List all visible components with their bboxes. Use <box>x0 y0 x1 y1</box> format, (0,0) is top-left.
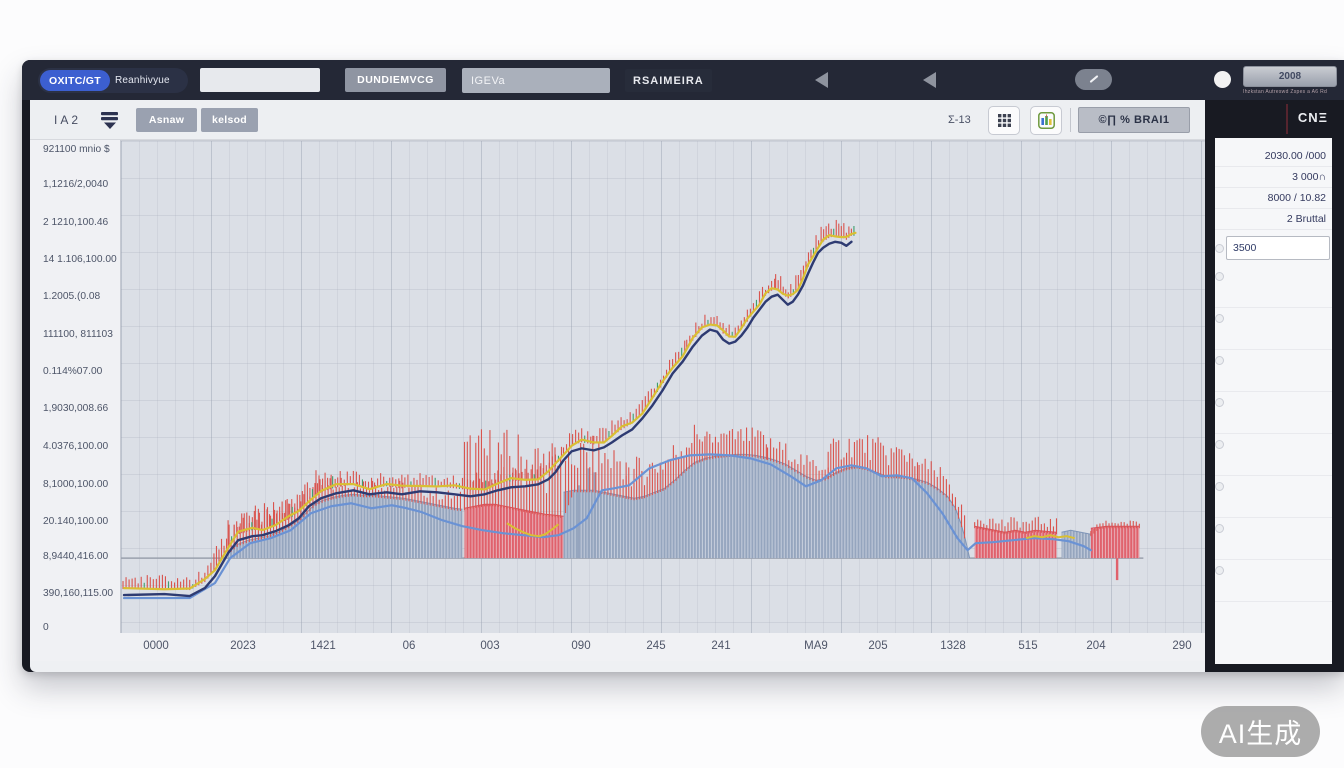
row-bullet-icon <box>1215 440 1224 449</box>
time-axis-label: 003 <box>480 640 500 652</box>
timeframe-button-1[interactable]: Asnaw <box>136 108 197 132</box>
empty-order-row <box>1215 350 1332 392</box>
price-axis-label: 4.0376,100.00 <box>43 441 109 452</box>
time-axis-label: 06 <box>402 640 416 652</box>
row-bullet-icon <box>1215 356 1224 365</box>
row-bullet-icon <box>1215 398 1224 407</box>
empty-order-row <box>1215 518 1332 560</box>
symbol-search-input[interactable] <box>200 68 320 92</box>
row-bullet-icon <box>1215 272 1224 281</box>
quote-value[interactable]: 2008 <box>1243 66 1337 87</box>
time-axis-label: 2023 <box>230 640 256 652</box>
back-arrow-icon[interactable] <box>815 72 828 88</box>
ai-generated-watermark: AI生成 <box>1201 706 1320 757</box>
connection-button[interactable]: DUNDIEMVCG <box>345 68 446 92</box>
pen-tool-button[interactable] <box>1075 69 1112 90</box>
empty-order-row <box>1215 560 1332 602</box>
panel-accent <box>1286 104 1288 134</box>
row-bullet-icon <box>1215 566 1224 575</box>
timeframe-button-2[interactable]: kelsod <box>201 108 258 132</box>
session-status-label: RSAIMEIRA <box>625 69 712 92</box>
interval-label: IA2 <box>54 113 82 127</box>
price-axis-label: 1,1216/2,0040 <box>43 179 109 190</box>
top-menu-bar: OXITC/GT Reanhivyue DUNDIEMVCG IGEVa RSA… <box>22 60 1344 100</box>
quote-caption: Ihzkstan Autreswd Zspes a A6 Rd <box>1243 89 1328 95</box>
row-bullet-icon <box>1215 524 1224 533</box>
time-axis-label: 515 <box>1018 640 1038 652</box>
chart-toolbar: IA2 Asnaw kelsod Σ-13 <box>30 100 1205 140</box>
toolbar-divider <box>1070 108 1071 132</box>
time-axis-label: 245 <box>646 640 666 652</box>
price-axis-label: 390,160,115.00 <box>43 588 114 599</box>
trade-button[interactable]: ©∏ % BRAI1 <box>1078 107 1190 133</box>
back-arrow-icon-2[interactable] <box>923 72 936 88</box>
time-axis-label: MA9 <box>804 640 828 652</box>
chart-panel: IA2 Asnaw kelsod Σ-13 <box>30 100 1205 672</box>
time-axis-label: 204 <box>1086 640 1106 652</box>
price-axis-label: 0.114%07.00 <box>43 366 103 377</box>
trading-app-window: OXITC/GT Reanhivyue DUNDIEMVCG IGEVa RSA… <box>22 60 1344 672</box>
status-dot <box>1214 71 1231 88</box>
time-axis-label: 090 <box>571 640 591 652</box>
price-axis-label: 2 1210,100.46 <box>43 217 109 228</box>
price-axis: 921100 mnio $ 1,1216/2,0040 2 1210,100.46 1… <box>30 140 120 633</box>
row-bullet-icon <box>1215 314 1224 323</box>
empty-order-row <box>1215 308 1332 350</box>
price-axis-label: 14 1.106,100.00 <box>43 254 117 265</box>
instrument-input[interactable]: IGEVa <box>462 68 610 93</box>
order-panel: CNΞ 2030.00 /000 3 000∩ 8000 / 10.82 2 Brut… <box>1205 100 1344 672</box>
grid-icon <box>997 114 1011 127</box>
candlestick-icon <box>1037 112 1055 129</box>
chart-plot[interactable] <box>120 140 1205 633</box>
price-axis-label: 8,9440,416.00 <box>43 551 109 562</box>
price-axis-label: 0 <box>43 622 49 633</box>
scale-label: Σ-13 <box>948 114 971 126</box>
order-panel-title: CNΞ <box>1297 110 1328 125</box>
price-chart-svg[interactable] <box>121 141 1205 633</box>
price-axis-label: 20.140,100.00 <box>43 516 109 527</box>
time-axis-label: 241 <box>711 640 731 652</box>
order-info-row: 8000 / 10.82 <box>1215 188 1332 209</box>
row-bullet-icon <box>1215 482 1224 491</box>
time-axis-label: 1421 <box>310 640 336 652</box>
price-axis-label: 111100, 811103 <box>43 329 113 340</box>
amount-input[interactable]: 3500 <box>1226 236 1330 260</box>
row-bullet-icon <box>1215 243 1224 253</box>
time-axis-label: 205 <box>868 640 888 652</box>
price-axis-label: 1,9030,008.66 <box>43 403 109 414</box>
grid-view-button[interactable] <box>988 106 1020 135</box>
order-info-row: 2030.00 /000 <box>1215 146 1332 167</box>
time-axis: 0000 2023 1421 06 003 090 245 241 MA9 205 1328 515 2… <box>30 633 1205 661</box>
order-panel-body: 2030.00 /000 3 000∩ 8000 / 10.82 2 Bruttal 3… <box>1215 138 1332 664</box>
order-info-row: 3 000∩ <box>1215 167 1332 188</box>
account-pill-secondary: Reanhivyue <box>114 75 170 86</box>
time-axis-label: 1328 <box>940 640 966 652</box>
account-pill[interactable]: OXITC/GT Reanhivyue <box>38 68 188 93</box>
empty-order-row <box>1215 266 1332 308</box>
quote-widget[interactable]: 2008 Ihzkstan Autreswd Zspes a A6 Rd <box>1243 66 1337 95</box>
pen-icon <box>1089 75 1099 83</box>
chart-style-button[interactable] <box>1030 106 1062 135</box>
empty-order-row <box>1215 476 1332 518</box>
price-axis-label: 1.2005.(0.08 <box>43 291 101 302</box>
empty-order-row <box>1215 434 1332 476</box>
order-info-row: 2 Bruttal <box>1215 209 1332 230</box>
account-pill-primary[interactable]: OXITC/GT <box>40 70 110 91</box>
time-axis-label: 290 <box>1172 640 1192 652</box>
time-axis-label: 0000 <box>143 640 169 652</box>
price-axis-label: 8,1000,100.00 <box>43 479 109 490</box>
indicator-filter-icon[interactable] <box>100 111 120 135</box>
price-axis-label: 921100 mnio $ <box>43 144 110 155</box>
empty-order-row <box>1215 392 1332 434</box>
